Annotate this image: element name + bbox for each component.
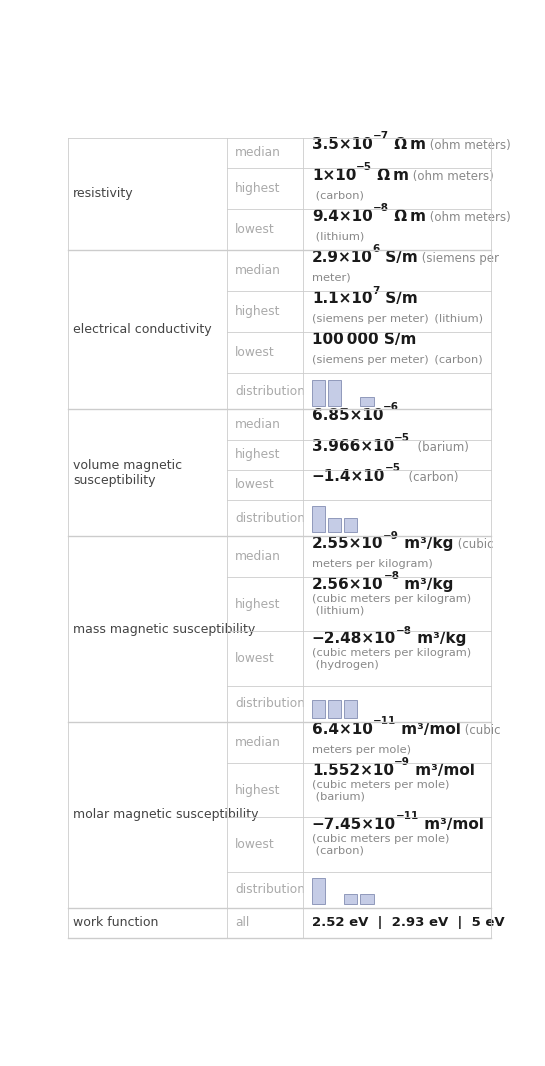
Text: −9: −9 — [394, 757, 410, 768]
Text: −8: −8 — [396, 626, 412, 635]
Bar — [312, 379, 325, 406]
Bar — [312, 506, 325, 533]
Text: (lithium): (lithium) — [312, 231, 364, 242]
Text: 7: 7 — [372, 286, 380, 295]
Text: 9.4×10: 9.4×10 — [312, 209, 373, 224]
Text: median: median — [235, 418, 281, 431]
Text: meters per mole): meters per mole) — [312, 745, 411, 755]
Text: m³/mol: m³/mol — [410, 763, 475, 778]
Bar — [328, 700, 341, 718]
Text: −7: −7 — [373, 131, 389, 141]
Text: (ohm meters): (ohm meters) — [426, 139, 511, 151]
Text: (carbon): (carbon) — [401, 471, 459, 484]
Bar — [344, 894, 358, 904]
Text: distribution: distribution — [235, 697, 305, 710]
Text: −1.4×10: −1.4×10 — [312, 469, 385, 484]
Text: −8: −8 — [384, 571, 399, 581]
Text: −11: −11 — [373, 716, 396, 726]
Text: highest: highest — [235, 784, 281, 796]
Text: meters per kilogram): meters per kilogram) — [312, 559, 433, 569]
Text: 1.1×10: 1.1×10 — [312, 291, 372, 306]
Text: −11: −11 — [396, 811, 419, 822]
Text: m³/mol: m³/mol — [419, 818, 484, 833]
Text: (siemens per meter) (lithium): (siemens per meter) (lithium) — [312, 313, 483, 324]
Text: m³/mol: m³/mol — [396, 723, 461, 738]
Text: m³/kg: m³/kg — [412, 631, 467, 646]
Text: 3.966×10: 3.966×10 — [312, 438, 394, 453]
Text: (barium): (barium) — [410, 440, 469, 453]
Text: median: median — [235, 550, 281, 563]
Text: −8: −8 — [373, 204, 389, 213]
Text: 2.52 eV  |  2.93 eV  |  5 eV: 2.52 eV | 2.93 eV | 5 eV — [312, 917, 505, 930]
Text: m³/kg: m³/kg — [399, 536, 453, 551]
Text: (ohm meters): (ohm meters) — [409, 171, 494, 183]
Text: 100 000 S/m: 100 000 S/m — [312, 333, 416, 348]
Text: S/m: S/m — [380, 291, 417, 306]
Text: −6: −6 — [383, 403, 399, 413]
Text: 2.56×10: 2.56×10 — [312, 577, 384, 592]
Text: (cubic meters per kilogram)
 (hydrogen): (cubic meters per kilogram) (hydrogen) — [312, 648, 471, 669]
Text: highest: highest — [235, 448, 281, 462]
Text: 1×10: 1×10 — [312, 168, 356, 183]
Text: 2.9×10: 2.9×10 — [312, 251, 373, 265]
Text: distribution: distribution — [235, 884, 305, 897]
Text: 2.55×10: 2.55×10 — [312, 536, 383, 551]
Text: Ω m: Ω m — [389, 136, 426, 151]
Text: 3.5×10: 3.5×10 — [312, 136, 373, 151]
Text: m³/kg: m³/kg — [399, 577, 454, 592]
Text: −9: −9 — [383, 531, 399, 540]
Text: −2.48×10: −2.48×10 — [312, 631, 396, 646]
Text: (ohm meters): (ohm meters) — [426, 211, 510, 224]
Bar — [312, 878, 325, 904]
Text: (carbon): (carbon) — [312, 191, 364, 200]
Text: lowest: lowest — [235, 346, 275, 359]
Text: 1.552×10: 1.552×10 — [312, 763, 394, 778]
Text: (cubic meters per kilogram)
 (lithium): (cubic meters per kilogram) (lithium) — [312, 594, 471, 615]
Text: Ω m: Ω m — [372, 168, 409, 183]
Text: (cubic meters per mole)
 (barium): (cubic meters per mole) (barium) — [312, 780, 449, 802]
Text: (cubic: (cubic — [461, 724, 500, 738]
Bar — [328, 518, 341, 533]
Text: (cubic meters per mole)
 (carbon): (cubic meters per mole) (carbon) — [312, 835, 449, 856]
Bar — [344, 700, 358, 718]
Text: −5: −5 — [385, 463, 401, 473]
Text: −7.45×10: −7.45×10 — [312, 818, 396, 833]
Text: all: all — [235, 917, 249, 930]
Text: 6.4×10: 6.4×10 — [312, 723, 373, 738]
Text: S/m: S/m — [380, 251, 417, 265]
Text: lowest: lowest — [235, 479, 275, 491]
Text: −5: −5 — [356, 162, 372, 173]
Text: median: median — [235, 736, 281, 749]
Bar — [328, 379, 341, 406]
Text: Ω m: Ω m — [389, 209, 426, 224]
Text: highest: highest — [235, 598, 281, 611]
Text: 6: 6 — [373, 244, 380, 255]
Text: resistivity: resistivity — [73, 188, 134, 200]
Bar — [360, 397, 373, 406]
Text: lowest: lowest — [235, 223, 275, 236]
Text: molar magnetic susceptibility: molar magnetic susceptibility — [73, 808, 259, 822]
Text: distribution: distribution — [235, 385, 305, 398]
Text: volume magnetic
susceptibility: volume magnetic susceptibility — [73, 458, 183, 487]
Text: −5: −5 — [394, 433, 410, 442]
Text: 6.85×10: 6.85×10 — [312, 408, 383, 423]
Text: meter): meter) — [312, 273, 350, 282]
Text: median: median — [235, 264, 281, 277]
Text: work function: work function — [73, 917, 159, 930]
Text: mass magnetic susceptibility: mass magnetic susceptibility — [73, 623, 256, 635]
Text: lowest: lowest — [235, 652, 275, 665]
Text: median: median — [235, 146, 281, 159]
Bar — [344, 518, 358, 533]
Text: (siemens per meter) (carbon): (siemens per meter) (carbon) — [312, 355, 482, 365]
Text: highest: highest — [235, 305, 281, 318]
Text: distribution: distribution — [235, 512, 305, 524]
Text: (cubic: (cubic — [453, 538, 493, 551]
Bar — [312, 700, 325, 718]
Text: electrical conductivity: electrical conductivity — [73, 323, 212, 336]
Text: (siemens per: (siemens per — [417, 253, 499, 265]
Text: lowest: lowest — [235, 838, 275, 851]
Bar — [360, 894, 373, 904]
Text: highest: highest — [235, 182, 281, 195]
